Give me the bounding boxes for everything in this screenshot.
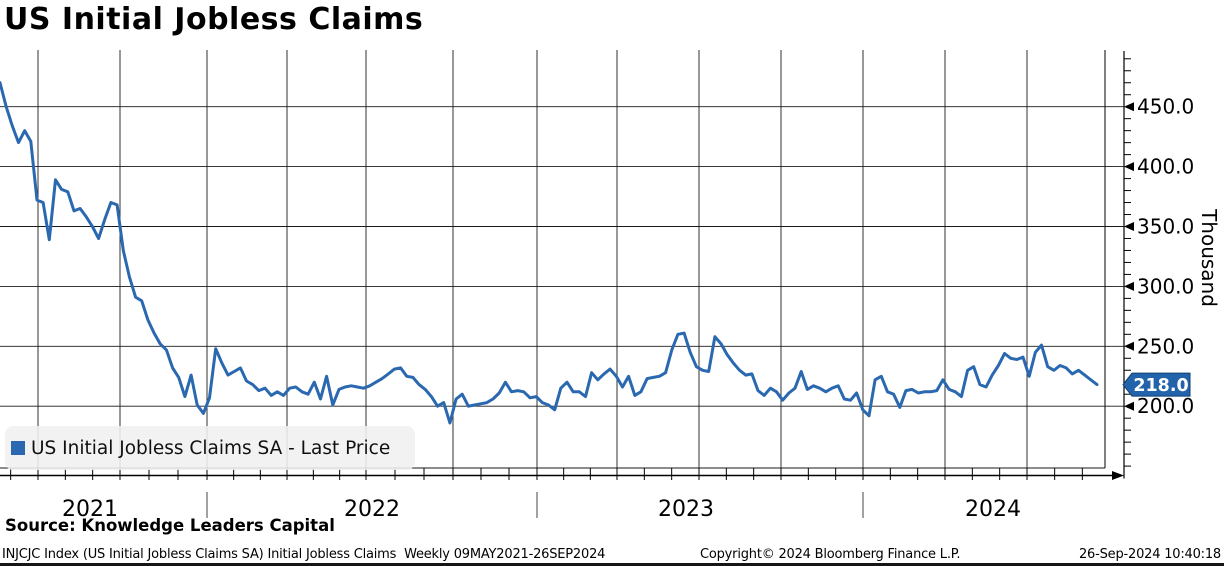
y-axis-tick-label: 400.0 — [1137, 155, 1194, 179]
gridlines — [0, 50, 1124, 468]
y-axis-tick-label: 350.0 — [1137, 215, 1194, 239]
legend-label: US Initial Jobless Claims SA - Last Pric… — [31, 437, 391, 459]
x-axis-year-label: 2022 — [344, 497, 400, 522]
last-price-value: 218.0 — [1133, 376, 1188, 396]
footer-copyright: Copyright© 2024 Bloomberg Finance L.P. — [700, 547, 961, 562]
y-axis-unit-label: Thousand — [1197, 208, 1221, 307]
y-major-tick-arrow — [1124, 401, 1134, 411]
last-price-tag-shape — [1122, 372, 1191, 397]
footer-timestamp: 26-Sep-2024 10:40:18 — [1078, 547, 1221, 562]
y-major-tick-arrow — [1124, 281, 1134, 291]
y-axis-tick-label: 450.0 — [1137, 95, 1194, 119]
series-line-us-initial-jobless-claims — [0, 81, 1099, 425]
y-major-tick-arrow — [1124, 341, 1134, 351]
y-major-tick-arrow — [1124, 222, 1134, 231]
legend-swatch-icon — [11, 441, 25, 455]
series-layer — [0, 81, 1099, 425]
footer-security-info: INJCJC Index (US Initial Jobless Claims … — [2, 547, 606, 562]
x-axis-arrow — [1112, 471, 1124, 480]
axis-labels: 450.0 400.0 350.0 300.0 250.0 200.0 2021 2022 20… — [62, 95, 1221, 522]
axes — [0, 51, 1134, 480]
last-price-tag: 218.0 — [1122, 372, 1191, 397]
x-axis-year-label: 2024 — [965, 497, 1021, 522]
page-title: US Initial Jobless Claims — [4, 2, 424, 37]
x-axis-year-label: 2023 — [658, 497, 714, 522]
source-line: Source: Knowledge Leaders Capital — [5, 516, 335, 535]
y-major-tick-arrow — [1124, 162, 1134, 172]
y-major-tick-arrow — [1124, 102, 1134, 112]
legend: US Initial Jobless Claims SA - Last Pric… — [5, 426, 415, 470]
x-axis-year-label: 2021 — [62, 497, 118, 522]
y-axis-tick-label: 250.0 — [1137, 334, 1194, 358]
y-axis-tick-label: 300.0 — [1137, 274, 1194, 298]
y-axis-tick-label: 200.0 — [1137, 394, 1194, 418]
